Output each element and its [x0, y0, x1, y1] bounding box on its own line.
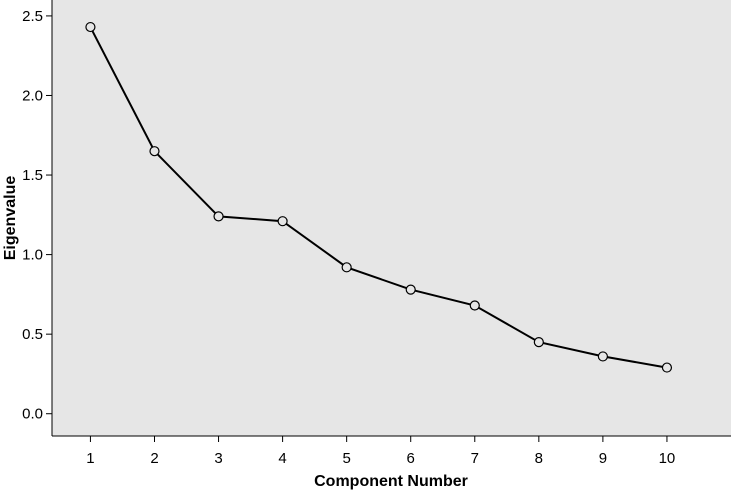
y-tick-label: 1.0 — [22, 247, 43, 264]
y-tick-label: 2.0 — [22, 87, 43, 104]
data-point — [277, 216, 288, 227]
x-axis-title: Component Number — [314, 473, 468, 490]
x-axis-ticks: 1 2 3 4 5 6 7 8 9 10 — [86, 436, 675, 467]
y-axis-title: Eigenvalue — [2, 176, 19, 261]
data-point — [213, 211, 224, 222]
x-tick-label: 3 — [214, 450, 222, 467]
y-tick-label: 0.0 — [22, 406, 43, 423]
plot-area — [52, 0, 731, 436]
x-tick-label: 5 — [342, 450, 350, 467]
x-tick-label: 9 — [599, 450, 607, 467]
y-axis-ticks: 0.0 0.5 1.0 1.5 2.0 2.5 — [22, 8, 52, 423]
x-tick-label: 6 — [407, 450, 415, 467]
x-tick-label: 8 — [535, 450, 543, 467]
x-tick-label: 4 — [278, 450, 286, 467]
data-point — [469, 300, 480, 311]
data-point — [85, 21, 96, 33]
y-tick-label: 1.5 — [22, 167, 43, 184]
data-point — [597, 351, 608, 362]
x-tick-label: 2 — [150, 450, 158, 467]
x-tick-label: 7 — [471, 450, 479, 467]
data-point — [661, 362, 673, 373]
eigenvalue-points — [85, 21, 673, 373]
data-point — [149, 146, 160, 157]
y-tick-label: 0.5 — [22, 326, 43, 343]
x-tick-label: 10 — [659, 450, 676, 467]
y-tick-label: 2.5 — [22, 8, 43, 25]
x-tick-label: 1 — [86, 450, 94, 467]
data-point — [405, 284, 416, 295]
data-point — [533, 337, 544, 348]
data-point — [341, 262, 352, 273]
eigenvalue-line — [89, 26, 668, 369]
